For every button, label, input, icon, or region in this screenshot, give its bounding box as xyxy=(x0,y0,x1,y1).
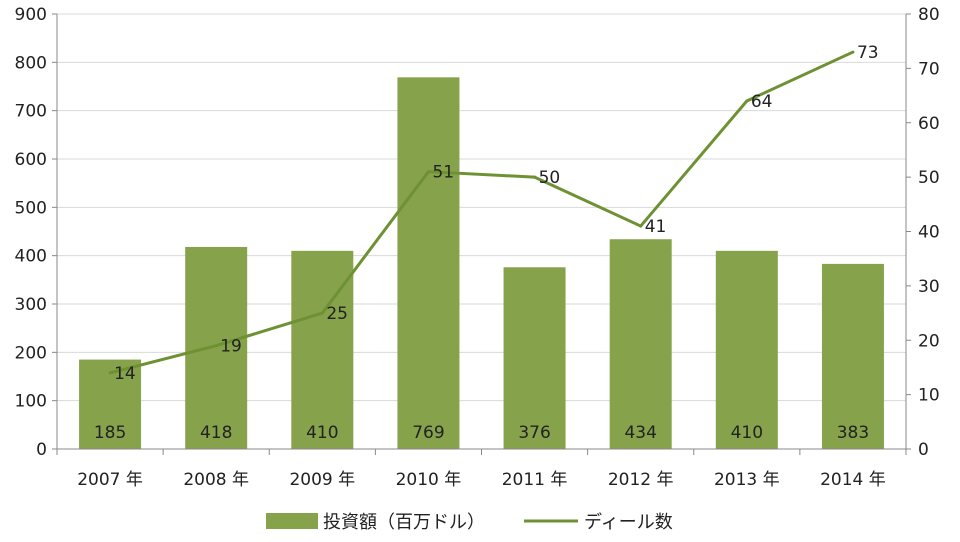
bar-series xyxy=(79,77,884,450)
line-series xyxy=(108,50,855,375)
line-value-label: 64 xyxy=(751,92,773,112)
bar-value-label: 185 xyxy=(94,423,126,443)
gridlines xyxy=(57,13,906,402)
bar xyxy=(79,359,142,449)
x-axis-tick-label: 2014 年 xyxy=(820,470,886,490)
line-value-label: 25 xyxy=(326,304,348,324)
right-axis-tick-label: 60 xyxy=(918,114,940,134)
line-point xyxy=(639,224,643,228)
left-axis-tick-label: 700 xyxy=(15,102,47,122)
line-value-label: 51 xyxy=(432,163,454,183)
x-axis-tick-label: 2013 年 xyxy=(714,470,780,490)
axes xyxy=(52,13,911,455)
left-axis-tick-label: 800 xyxy=(15,53,47,73)
bar-value-label: 769 xyxy=(412,423,444,443)
left-axis-tick-label: 900 xyxy=(15,5,47,25)
left-axis-tick-label: 100 xyxy=(15,392,47,412)
bar xyxy=(609,239,672,449)
bar xyxy=(185,246,248,449)
right-axis-tick-label: 40 xyxy=(918,223,940,243)
bar xyxy=(821,263,884,449)
x-axis-tick-label: 2010 年 xyxy=(396,470,462,490)
bar xyxy=(715,250,778,449)
legend: 投資額（百万ドル） ディール数 xyxy=(266,512,673,533)
left-axis-tick-label: 500 xyxy=(15,198,47,218)
right-axis-tick-label: 20 xyxy=(918,331,940,351)
bar xyxy=(397,77,460,450)
line-series-path xyxy=(109,50,854,375)
bar-value-label: 383 xyxy=(837,423,869,443)
line-value-label: 73 xyxy=(857,43,879,63)
line-value-label: 41 xyxy=(645,217,667,237)
line-point xyxy=(426,170,430,174)
bar xyxy=(503,267,566,449)
left-axis-tick-label: 300 xyxy=(15,295,47,315)
x-axis-tick-labels: 2007 年 2008 年 2009 年 2010 年 2011 年 2012 年 2013… xyxy=(77,470,886,490)
bar-value-label: 434 xyxy=(624,423,656,443)
x-axis-tick-label: 2012 年 xyxy=(608,470,674,490)
left-axis-tick-labels: 0 100 200 300 400 500 600 700 800 900 xyxy=(15,5,47,460)
legend-label-bar: 投資額（百万ドル） xyxy=(323,512,485,533)
legend-swatch-bar xyxy=(266,513,318,529)
bar-value-label: 376 xyxy=(518,423,550,443)
bar-value-label: 410 xyxy=(731,423,763,443)
line-value-label: 14 xyxy=(114,364,136,384)
legend-label-line: ディール数 xyxy=(584,512,673,533)
left-axis-tick-label: 200 xyxy=(15,343,47,363)
x-axis-tick-label: 2007 年 xyxy=(77,470,143,490)
line-data-labels: 14 19 25 51 50 41 64 73 xyxy=(114,43,879,384)
line-value-label: 50 xyxy=(539,168,561,188)
line-point xyxy=(533,175,537,179)
line-point xyxy=(214,344,218,348)
line-point xyxy=(108,371,112,375)
right-axis-tick-label: 0 xyxy=(918,440,929,460)
x-axis-tick-label: 2011 年 xyxy=(502,470,568,490)
line-point xyxy=(320,311,324,315)
bar-value-label: 418 xyxy=(200,423,232,443)
bar-value-label: 410 xyxy=(306,423,338,443)
line-point xyxy=(851,50,855,54)
right-axis-tick-label: 50 xyxy=(918,168,940,188)
x-axis-tick-label: 2008 年 xyxy=(183,470,249,490)
right-axis-tick-label: 30 xyxy=(918,277,940,297)
left-axis-tick-label: 0 xyxy=(36,440,47,460)
bar-data-labels: 185 418 410 769 376 434 410 383 xyxy=(94,423,869,443)
line-value-label: 19 xyxy=(220,337,242,357)
right-axis-tick-label: 80 xyxy=(918,5,940,25)
right-axis-tick-label: 70 xyxy=(918,59,940,79)
bar xyxy=(291,250,354,449)
x-axis-tick-label: 2009 年 xyxy=(289,470,355,490)
line-point xyxy=(745,99,749,103)
left-axis-tick-label: 400 xyxy=(15,247,47,267)
right-axis-tick-labels: 0 10 20 30 40 50 60 70 80 xyxy=(918,5,940,460)
left-axis-tick-label: 600 xyxy=(15,150,47,170)
right-axis-tick-label: 10 xyxy=(918,386,940,406)
